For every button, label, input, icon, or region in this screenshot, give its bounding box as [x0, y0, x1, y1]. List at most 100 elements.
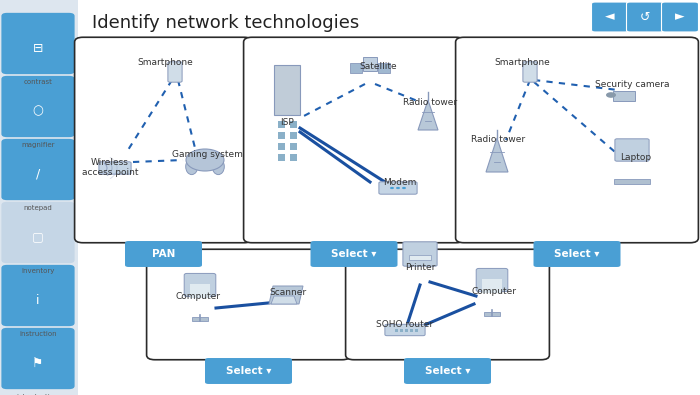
Circle shape [396, 187, 400, 189]
Polygon shape [271, 296, 297, 304]
FancyBboxPatch shape [125, 241, 202, 267]
Text: SOHO router: SOHO router [377, 320, 433, 329]
FancyBboxPatch shape [404, 358, 491, 384]
Text: ↺: ↺ [640, 11, 650, 23]
Circle shape [390, 187, 394, 189]
Text: magnifier: magnifier [21, 142, 55, 148]
Bar [363, 57, 377, 71]
Text: ISP: ISP [280, 118, 294, 127]
Bar [290, 121, 297, 128]
Text: ►: ► [676, 11, 685, 23]
Text: Scanner: Scanner [270, 288, 307, 297]
FancyBboxPatch shape [592, 2, 629, 32]
Bar [400, 329, 403, 331]
FancyBboxPatch shape [456, 37, 699, 243]
Bar [409, 255, 431, 260]
Text: Printer: Printer [405, 263, 435, 272]
Text: Modem: Modem [384, 178, 416, 187]
Ellipse shape [186, 159, 197, 175]
Ellipse shape [186, 149, 224, 171]
Text: Select ▾: Select ▾ [331, 249, 377, 259]
Text: Gaming system: Gaming system [172, 150, 242, 159]
Polygon shape [269, 286, 303, 304]
FancyBboxPatch shape [615, 139, 649, 161]
Polygon shape [486, 138, 508, 172]
Ellipse shape [212, 159, 224, 175]
Text: Computer: Computer [472, 287, 517, 296]
Bar [484, 312, 500, 316]
Text: inventory: inventory [21, 268, 55, 274]
Bar [395, 329, 398, 331]
FancyBboxPatch shape [1, 13, 75, 74]
FancyBboxPatch shape [476, 269, 508, 292]
FancyBboxPatch shape [533, 241, 620, 267]
Bar [410, 329, 413, 331]
FancyBboxPatch shape [523, 62, 537, 82]
Bar [278, 143, 285, 150]
Text: PAN: PAN [152, 249, 175, 259]
Text: Smartphone: Smartphone [494, 58, 550, 67]
FancyBboxPatch shape [1, 265, 75, 326]
Text: Security camera: Security camera [595, 80, 669, 89]
FancyBboxPatch shape [184, 273, 216, 297]
Bar [192, 317, 208, 321]
Text: Select ▾: Select ▾ [425, 366, 470, 376]
FancyBboxPatch shape [385, 324, 425, 336]
Text: Wireless
access point: Wireless access point [82, 158, 139, 177]
FancyBboxPatch shape [146, 249, 351, 360]
Text: Smartphone: Smartphone [137, 58, 193, 67]
Text: Satellite: Satellite [359, 62, 397, 71]
Bar [405, 329, 408, 331]
FancyBboxPatch shape [311, 241, 398, 267]
Bar [290, 143, 297, 150]
Bar [278, 132, 285, 139]
FancyBboxPatch shape [346, 249, 550, 360]
Text: instruction: instruction [19, 331, 57, 337]
FancyBboxPatch shape [244, 37, 464, 243]
Bar [614, 179, 650, 184]
Bar [415, 329, 418, 331]
Bar [350, 63, 362, 73]
Circle shape [402, 187, 406, 189]
Text: Computer: Computer [176, 292, 220, 301]
FancyBboxPatch shape [379, 182, 417, 194]
FancyBboxPatch shape [626, 2, 664, 32]
Bar [613, 91, 635, 101]
Bar [190, 284, 210, 298]
FancyBboxPatch shape [1, 328, 75, 389]
FancyBboxPatch shape [662, 2, 699, 32]
Text: ◄: ◄ [606, 11, 615, 23]
Text: Identify network technologies: Identify network technologies [92, 14, 359, 32]
Text: Select ▾: Select ▾ [554, 249, 600, 259]
FancyBboxPatch shape [205, 358, 292, 384]
Text: ⊟: ⊟ [33, 41, 43, 55]
FancyBboxPatch shape [168, 62, 182, 82]
Text: ○: ○ [33, 105, 43, 117]
Bar [278, 121, 285, 128]
FancyBboxPatch shape [1, 139, 75, 200]
Text: /: / [36, 167, 40, 181]
Text: notepad: notepad [24, 205, 52, 211]
Bar [278, 154, 285, 161]
FancyBboxPatch shape [75, 37, 253, 243]
Bar [0, 0, 78, 395]
Bar [482, 279, 502, 293]
FancyBboxPatch shape [1, 202, 75, 263]
Circle shape [606, 92, 616, 98]
Text: Radio tower: Radio tower [471, 135, 525, 144]
Text: Select ▾: Select ▾ [225, 366, 272, 376]
Bar [290, 154, 297, 161]
Text: ▢: ▢ [32, 231, 44, 243]
FancyBboxPatch shape [403, 242, 437, 266]
FancyBboxPatch shape [1, 76, 75, 137]
Bar [290, 132, 297, 139]
Text: ⚑: ⚑ [32, 357, 43, 369]
Polygon shape [418, 100, 438, 130]
FancyBboxPatch shape [99, 162, 131, 174]
Text: Laptop: Laptop [620, 153, 652, 162]
Text: i: i [36, 293, 40, 307]
Text: contrast: contrast [24, 79, 52, 85]
Text: introduction: introduction [17, 394, 60, 395]
Bar [274, 65, 300, 115]
Bar [378, 63, 390, 73]
